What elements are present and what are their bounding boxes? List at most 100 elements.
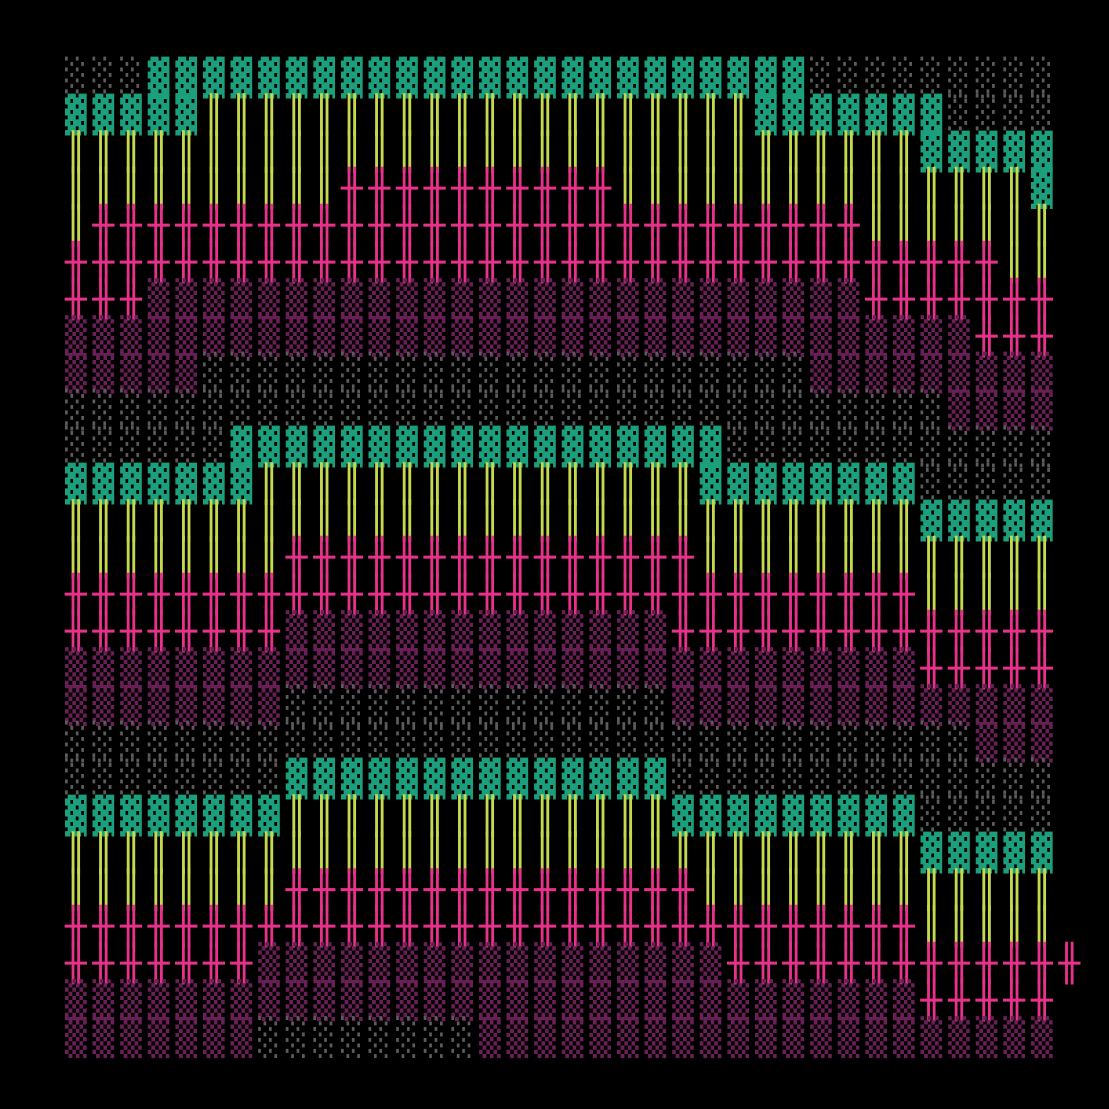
glyph: ║ [921,868,943,911]
glyph: ╫ [809,609,833,652]
glyph: ╫ [450,167,474,210]
glyph: ▒ [451,942,473,985]
glyph: ╫ [478,868,502,911]
glyph: ░ [175,425,197,468]
glyph: ▓ [810,462,832,505]
glyph: ░ [755,757,777,800]
glyph: ║ [175,167,197,210]
glyph: ░ [93,388,115,431]
glyph: ║ [865,167,887,210]
glyph: ░ [1031,93,1053,136]
glyph: ╫ [975,314,999,357]
glyph: ░ [148,757,170,800]
glyph: ╫ [947,277,971,320]
glyph: ▓ [589,757,611,800]
glyph: ▒ [617,277,639,320]
glyph: ╫ [147,240,171,283]
glyph: ║ [1003,536,1025,579]
glyph: ╫ [671,573,695,616]
glyph: ▓ [479,425,501,468]
glyph: ░ [645,388,667,431]
glyph: ▓ [865,93,887,136]
glyph: ░ [424,351,446,394]
glyph: ▒ [562,1015,584,1058]
glyph: ║ [231,499,253,542]
glyph: ░ [534,720,556,763]
glyph: ╫ [506,536,530,579]
glyph: ░ [507,388,529,431]
glyph: ║ [838,831,860,874]
glyph: ░ [1003,93,1025,136]
glyph: ║ [700,536,722,579]
glyph: ╫ [1030,942,1054,985]
glyph: ▒ [148,351,170,394]
glyph: ░ [286,720,308,763]
glyph: ▒ [258,942,280,985]
glyph: ░ [451,720,473,763]
glyph: ║ [369,462,391,505]
glyph: ░ [534,388,556,431]
glyph: ╫ [588,536,612,579]
glyph: ║ [341,130,363,173]
glyph: ▓ [810,93,832,136]
glyph: ▒ [479,942,501,985]
glyph: ▒ [1031,1015,1053,1058]
glyph: ▒ [120,978,142,1021]
glyph: ▓ [948,831,970,874]
glyph: ▒ [838,1015,860,1058]
glyph: ░ [948,425,970,468]
glyph: ▒ [534,646,556,689]
glyph: ╫ [644,868,668,911]
glyph: ▒ [562,646,584,689]
glyph: ▓ [1031,167,1053,210]
glyph: ▒ [396,646,418,689]
glyph: ╫ [809,905,833,948]
glyph: ╫ [257,204,281,247]
glyph: ▒ [341,314,363,357]
glyph: ║ [893,167,915,210]
glyph: ╫ [671,240,695,283]
glyph: ╫ [754,905,778,948]
glyph: ▒ [451,609,473,652]
glyph: ░ [1003,462,1025,505]
glyph: ░ [231,757,253,800]
glyph: ▒ [893,1015,915,1058]
glyph: ▒ [120,683,142,726]
glyph: ╫ [533,204,557,247]
glyph: ░ [1003,794,1025,837]
glyph: ╫ [368,204,392,247]
glyph: ║ [562,794,584,837]
glyph: ▒ [148,683,170,726]
glyph: ▒ [617,942,639,985]
glyph: ░ [810,388,832,431]
glyph: ▒ [424,942,446,985]
glyph: ║ [589,462,611,505]
glyph: ╫ [726,905,750,948]
glyph: ║ [727,130,749,173]
glyph: ▓ [369,425,391,468]
glyph: ▒ [672,646,694,689]
glyph: ╫ [506,167,530,210]
glyph: ▓ [286,425,308,468]
glyph: ▒ [148,978,170,1021]
glyph: ║ [148,831,170,874]
glyph: ║ [479,93,501,136]
glyph: ▓ [451,425,473,468]
glyph: ╫ [699,204,723,247]
glyph: ╫ [975,609,999,652]
glyph: ▓ [534,425,556,468]
glyph: ╫ [92,240,116,283]
glyph: ▓ [617,757,639,800]
glyph: ▒ [727,314,749,357]
glyph: ║ [313,93,335,136]
glyph: ▒ [231,1015,253,1058]
glyph: ▒ [369,646,391,689]
glyph: ▒ [175,978,197,1021]
glyph: ░ [451,388,473,431]
glyph: ║ [203,536,225,579]
glyph: ░ [396,1015,418,1058]
glyph: ║ [755,831,777,874]
glyph: ║ [175,831,197,874]
glyph: ╫ [174,240,198,283]
glyph: ║ [921,536,943,579]
